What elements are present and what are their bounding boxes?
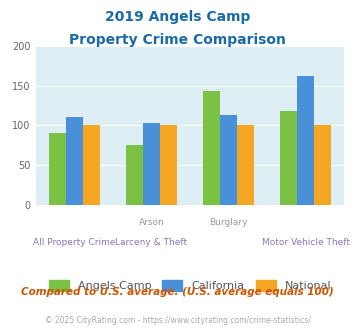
Bar xyxy=(280,111,297,205)
Bar xyxy=(66,117,83,205)
Bar xyxy=(297,76,314,205)
Bar xyxy=(203,91,220,205)
Bar xyxy=(126,145,143,205)
Text: 2019 Angels Camp: 2019 Angels Camp xyxy=(105,10,250,24)
Bar xyxy=(160,125,177,205)
Text: Larceny & Theft: Larceny & Theft xyxy=(115,238,187,247)
Text: Compared to U.S. average. (U.S. average equals 100): Compared to U.S. average. (U.S. average … xyxy=(21,287,334,297)
Legend: Angels Camp, California, National: Angels Camp, California, National xyxy=(49,280,331,291)
Bar xyxy=(49,133,66,205)
Bar xyxy=(220,115,237,205)
Bar xyxy=(314,125,331,205)
Bar xyxy=(143,123,160,205)
Text: Motor Vehicle Theft: Motor Vehicle Theft xyxy=(262,238,350,247)
Bar xyxy=(237,125,254,205)
Text: © 2025 CityRating.com - https://www.cityrating.com/crime-statistics/: © 2025 CityRating.com - https://www.city… xyxy=(45,315,310,325)
Text: Burglary: Burglary xyxy=(209,218,248,227)
Bar xyxy=(83,125,100,205)
Text: All Property Crime: All Property Crime xyxy=(33,238,115,247)
Text: Property Crime Comparison: Property Crime Comparison xyxy=(69,33,286,47)
Text: Arson: Arson xyxy=(138,218,164,227)
